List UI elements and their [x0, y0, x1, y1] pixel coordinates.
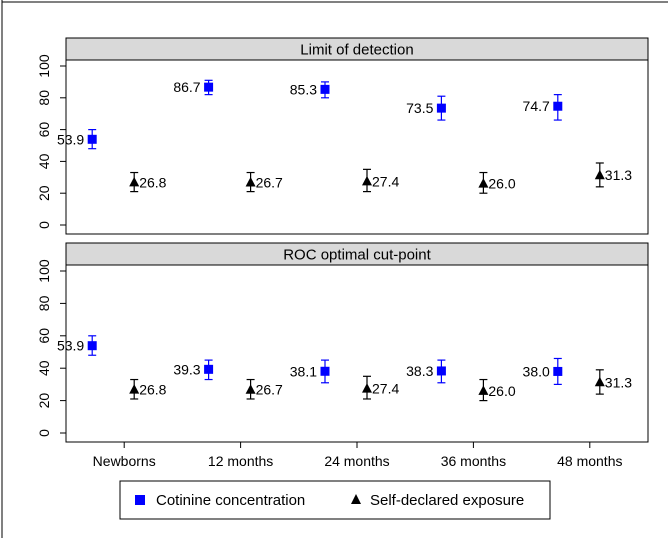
y-tick-label: 20	[36, 393, 52, 409]
cotinine-data-label: 38.1	[290, 363, 317, 379]
self-declared-point	[478, 178, 489, 188]
cotinine-point	[553, 101, 563, 111]
self-declared-data-label: 27.4	[372, 173, 399, 189]
cotinine-data-label: 38.0	[523, 363, 550, 379]
panel-title: Limit of detection	[300, 42, 413, 59]
cotinine-point	[553, 366, 563, 376]
self-declared-point	[362, 383, 372, 393]
self-declared-data-label: 26.8	[139, 174, 166, 190]
y-tick-label: 100	[36, 54, 52, 78]
self-declared-data-label: 26.7	[256, 382, 283, 398]
cotinine-point	[320, 366, 330, 376]
panel-frame	[65, 59, 649, 235]
panels-group: Limit of detection 0 20 40 60 80 100 53.9 86.7 85…	[36, 37, 649, 443]
self-declared-point	[245, 384, 256, 394]
cotinine-point	[204, 82, 214, 92]
panel-1: ROC optimal cut-point 0 20 40 60 80 100 53.9 39.…	[36, 242, 649, 443]
self-declared-point	[129, 384, 140, 394]
legend-label-cotinine: Cotinine concentration	[156, 492, 305, 509]
y-tick-label: 80	[36, 295, 52, 311]
self-declared-data-label: 26.8	[139, 382, 166, 398]
self-declared-point	[129, 176, 140, 187]
x-tick-label: 24 months	[324, 453, 389, 469]
self-declared-data-label: 26.7	[256, 175, 283, 191]
y-tick-label: 100	[36, 259, 52, 283]
legend-square-icon	[135, 495, 145, 505]
panel-frame	[65, 264, 649, 443]
cotinine-point	[436, 103, 446, 113]
self-declared-data-label: 31.3	[605, 167, 632, 183]
cotinine-point	[436, 366, 446, 376]
cotinine-data-label: 86.7	[173, 79, 200, 95]
cotinine-data-label: 53.9	[57, 338, 84, 354]
x-axis: Newborns 12 months 24 months 36 months 48 mo…	[93, 441, 622, 469]
cotinine-data-label: 73.5	[406, 100, 433, 116]
legend-triangle-icon	[351, 494, 361, 504]
y-tick-label: 80	[36, 90, 52, 106]
y-tick-label: 20	[36, 185, 52, 201]
panel-title: ROC optimal cut-point	[283, 247, 431, 264]
cotinine-data-label: 74.7	[523, 98, 550, 114]
cotinine-data-label: 39.3	[173, 361, 200, 377]
self-declared-point	[245, 177, 256, 187]
y-tick-label: 0	[36, 221, 52, 229]
cotinine-point	[320, 84, 330, 94]
self-declared-point	[478, 385, 489, 395]
x-tick-label: 48 months	[557, 453, 622, 469]
cotinine-point	[204, 364, 214, 374]
cotinine-data-label: 85.3	[290, 81, 317, 97]
legend-box	[119, 480, 551, 520]
y-tick-label: 60	[36, 328, 52, 344]
self-declared-point	[594, 376, 605, 387]
x-tick-label: 36 months	[441, 453, 506, 469]
self-declared-point	[362, 175, 372, 186]
cotinine-point	[87, 134, 97, 144]
x-tick-label: 12 months	[208, 453, 273, 469]
self-declared-data-label: 26.0	[488, 383, 515, 399]
cotinine-data-label: 38.3	[406, 363, 433, 379]
legend: Cotinine concentration Self-declared expo…	[119, 480, 551, 520]
x-tick-label: Newborns	[93, 453, 156, 469]
y-tick-label: 0	[36, 429, 52, 437]
panel-0: Limit of detection 0 20 40 60 80 100 53.9 86.7 85…	[36, 37, 649, 235]
self-declared-data-label: 27.4	[372, 381, 399, 397]
self-declared-data-label: 31.3	[605, 374, 632, 390]
cotinine-point	[87, 341, 97, 351]
self-declared-point	[594, 169, 605, 180]
cotinine-data-label: 53.9	[57, 131, 84, 147]
y-tick-label: 60	[36, 122, 52, 138]
y-tick-label: 40	[36, 153, 52, 169]
legend-label-self-declared: Self-declared exposure	[370, 492, 524, 509]
y-tick-label: 40	[36, 360, 52, 376]
self-declared-data-label: 26.0	[488, 176, 515, 192]
